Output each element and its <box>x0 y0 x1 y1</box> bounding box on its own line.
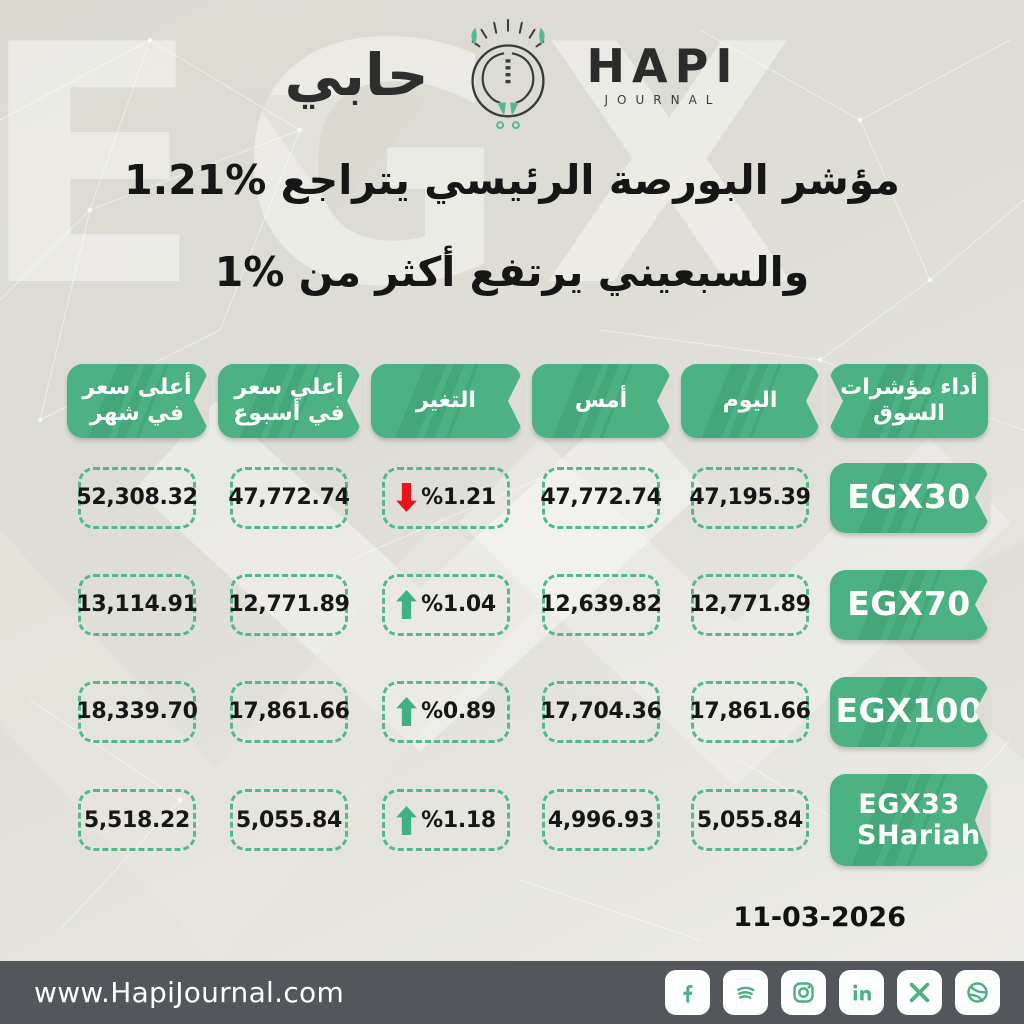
linkedin-icon[interactable] <box>839 970 884 1015</box>
header-change: التغير <box>371 364 521 438</box>
change-direction-arrow-icon <box>396 697 417 726</box>
logo-journal-label: JOURNAL <box>604 93 722 107</box>
egx100-today-value: 17,861.66 <box>689 680 811 743</box>
market-indices-table: أداء مؤشرات السوق اليوم أمس التغير أعلي … <box>50 358 988 875</box>
egx70-month-high-value: 13,114.91 <box>76 573 198 636</box>
egx30-week-high-value: 47,772.74 <box>228 466 350 529</box>
change-direction-arrow-icon <box>396 483 417 512</box>
egx100-month-high-value: 18,339.70 <box>76 680 198 743</box>
egx33-today-value: 5,055.84 <box>691 789 809 851</box>
egx33-week-high-value: 5,055.84 <box>230 789 348 851</box>
index-badge-egx33-shariah: EGX33 SHariah <box>830 774 988 866</box>
x-twitter-icon[interactable] <box>897 970 942 1015</box>
egx70-yesterday-value: 12,639.82 <box>540 573 662 636</box>
dribbble-icon[interactable] <box>955 970 1000 1015</box>
spotify-icon[interactable] <box>723 970 768 1015</box>
headline: مؤشر البورصة الرئيسي يتراجع %1.21 والسبع… <box>0 156 1024 296</box>
egx30-today-value: 47,195.39 <box>689 466 811 529</box>
hapi-pharaoh-emblem-icon <box>470 18 545 130</box>
table-row: EGX100 <box>830 658 988 765</box>
egx70-today-value: 12,771.89 <box>689 573 811 636</box>
publication-date: 11-03-2026 <box>733 902 906 933</box>
header-index-performance: أداء مؤشرات السوق <box>830 364 988 438</box>
hapi-logo: حابي HAPI JOURNAL <box>0 16 1024 134</box>
facebook-icon[interactable] <box>665 970 710 1015</box>
egx30-change-value: %1.21 <box>382 466 510 529</box>
header-week-high: أعلي سعر في أسبوع <box>218 364 360 438</box>
header-month-high: أعلى سعر في شهر <box>67 364 207 438</box>
logo-arabic-wordmark: حابي <box>284 41 430 109</box>
egx70-change-value: %1.04 <box>382 573 510 636</box>
change-direction-arrow-icon <box>396 805 417 835</box>
table-row: EGX30 <box>830 444 988 551</box>
headline-line-1: مؤشر البورصة الرئيسي يتراجع %1.21 <box>124 156 900 204</box>
headline-line-2: والسبعيني يرتفع أكثر من %1 <box>214 248 810 296</box>
footer-bar: www.HapiJournal.com <box>0 961 1024 1024</box>
egx33-month-high-value: 5,518.22 <box>78 789 196 851</box>
table-row: EGX33 SHariah <box>830 765 988 875</box>
index-badge-egx70: EGX70 <box>830 569 988 640</box>
egx33-change-value: %1.18 <box>382 789 510 851</box>
social-icons <box>665 970 1000 1015</box>
egx30-month-high-value: 52,308.32 <box>76 466 198 529</box>
index-badge-egx30: EGX30 <box>830 462 988 533</box>
change-direction-arrow-icon <box>396 590 417 619</box>
instagram-icon[interactable] <box>781 970 826 1015</box>
header-yesterday: أمس <box>532 364 670 438</box>
egx33-yesterday-value: 4,996.93 <box>542 789 660 851</box>
egx30-yesterday-value: 47,772.74 <box>540 466 662 529</box>
egx100-week-high-value: 17,861.66 <box>228 680 350 743</box>
logo-english-wordmark: HAPI <box>586 39 740 93</box>
header-today: اليوم <box>681 364 819 438</box>
egx100-yesterday-value: 17,704.36 <box>540 680 662 743</box>
egx100-change-value: %0.89 <box>382 680 510 743</box>
website-url[interactable]: www.HapiJournal.com <box>34 976 345 1009</box>
egx70-week-high-value: 12,771.89 <box>228 573 350 636</box>
index-badge-egx100: EGX100 <box>830 676 988 747</box>
table-row: EGX70 <box>830 551 988 658</box>
